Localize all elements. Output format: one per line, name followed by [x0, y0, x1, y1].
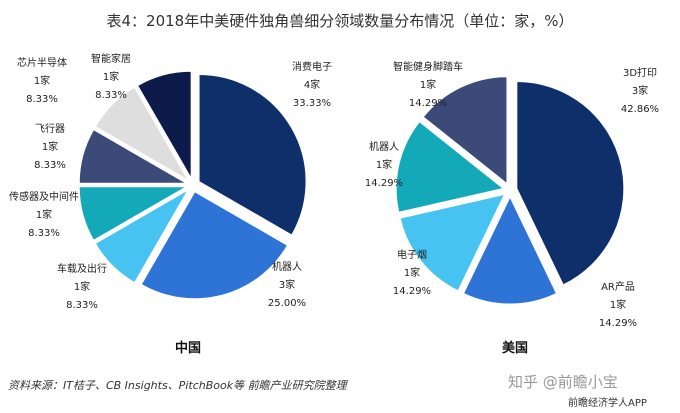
slice-label: 飞行器 1家 8.33% [34, 122, 66, 171]
pie-slice [78, 129, 189, 184]
pie-slice [94, 86, 190, 182]
pie-slice [137, 70, 192, 181]
slice-label: 车载及出行 1家 8.33% [57, 262, 107, 311]
slice-label: AR产品 1家 14.29% [599, 280, 637, 329]
pie-slice [462, 195, 558, 305]
slice-label: 芯片半导体 1家 8.33% [17, 56, 67, 105]
pie-slice [422, 76, 508, 185]
pie-slice [399, 193, 506, 292]
pie-chart-1: 3D打印 3家 42.86% AR产品 1家 14.29% 电子烟 1家 14.29% 机器人 1家… [365, 60, 659, 356]
slice-label: 消费电子 4家 33.33% [292, 60, 332, 109]
pie-slice [198, 73, 307, 236]
slice-label: 智能健身脚踏车 1家 14.29% [393, 60, 463, 109]
pie-slice [516, 80, 625, 286]
watermark: 知乎 @前瞻小宝 [508, 373, 618, 391]
region-label: 美国 [502, 340, 528, 356]
app-label: 前瞻经济学人APP [568, 398, 647, 409]
pie-slice [395, 121, 505, 213]
chart-title: 表4：2018年中美硬件独角兽细分领域数量分布情况（单位：家，%） [106, 12, 574, 30]
pie-slice [94, 188, 190, 284]
source-note: 资料来源：IT桔子、CB Insights、PitchBook等 前瞻产业研究院… [8, 379, 347, 392]
slice-label: 电子烟 1家 14.29% [393, 248, 431, 297]
pie-chart-0: 消费电子 4家 33.33% 机器人 3家 25.00% 车载及出行 1家 8.33% 传感器及中… [9, 52, 332, 356]
slice-label: 3D打印 3家 42.86% [621, 66, 659, 115]
slice-label: 机器人 3家 25.00% [268, 260, 306, 309]
slice-label: 机器人 1家 14.29% [365, 140, 403, 189]
region-label: 中国 [175, 340, 201, 356]
pie-slice [140, 191, 289, 300]
slice-label: 传感器及中间件 1家 8.33% [9, 190, 79, 239]
slice-label: 智能家居 1家 8.33% [91, 52, 131, 101]
pie-slice [78, 186, 189, 241]
